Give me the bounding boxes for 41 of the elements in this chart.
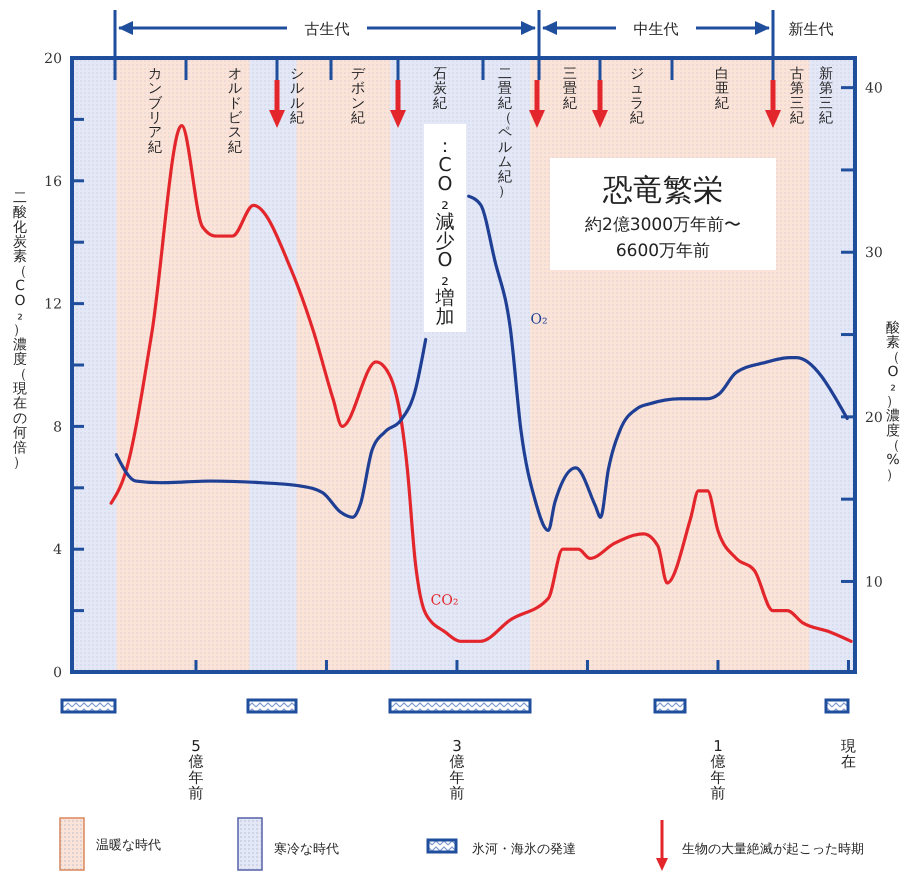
text: 酸素（O₂）濃度（%）: [886, 320, 900, 483]
annotation: 約2億3000万年前〜: [584, 215, 742, 235]
x-tick-label: 現在: [840, 736, 856, 770]
y-tick-label: 8: [53, 419, 62, 436]
annotation: 白亜紀: [715, 66, 729, 112]
text: 二酸化炭素（CO₂）濃度（現在の何倍）: [13, 190, 27, 470]
series-label: O₂: [530, 312, 548, 328]
text: 温暖な時代: [96, 838, 161, 853]
y2-tick-label: 20: [865, 410, 883, 426]
annotation: デボン紀: [351, 66, 366, 126]
text: 二畳紀（ペルム紀）: [498, 66, 512, 200]
line-series: [110, 124, 853, 643]
text: 生物の大量絶滅が起こった時期: [682, 842, 864, 857]
y-tick-label: 0: [53, 665, 62, 681]
text: 寒冷な時代: [274, 841, 339, 857]
annotation: 古第三紀: [790, 66, 804, 126]
text: 中生代: [634, 20, 678, 38]
x-tick-label: 5億年前: [188, 736, 204, 802]
text: 古生代: [304, 20, 350, 38]
annotation: 石炭紀: [433, 66, 447, 112]
annotation: ジュラ紀: [630, 66, 644, 126]
annotation: カンブリア紀: [148, 66, 163, 156]
y-tick-label: 20: [44, 51, 62, 67]
text: 氷河・海氷の発達: [472, 842, 576, 857]
y2-tick-label: 40: [865, 80, 883, 97]
y2-tick-label: 30: [865, 245, 883, 262]
y-tick-label: 16: [44, 174, 62, 190]
x-tick-label: 3億年前: [449, 736, 464, 802]
y2-tick-label: 10: [865, 574, 883, 590]
annotation: シルル紀: [290, 66, 304, 126]
y-tick-label: 4: [53, 542, 62, 558]
text: ：CO₂減少O₂増加: [436, 135, 454, 328]
annotation: オルドビス紀: [228, 66, 243, 156]
x-tick-label: 1億年前: [710, 736, 726, 802]
annotation: 恐竜繁栄: [602, 173, 723, 208]
annotation: 三畳紀: [563, 66, 577, 112]
annotation: 6600万年前: [616, 241, 710, 261]
y-tick-label: 12: [44, 296, 62, 313]
annotation: 新第三紀: [819, 66, 833, 126]
text: 新生代: [788, 20, 834, 38]
series-label: CO₂: [430, 592, 458, 609]
